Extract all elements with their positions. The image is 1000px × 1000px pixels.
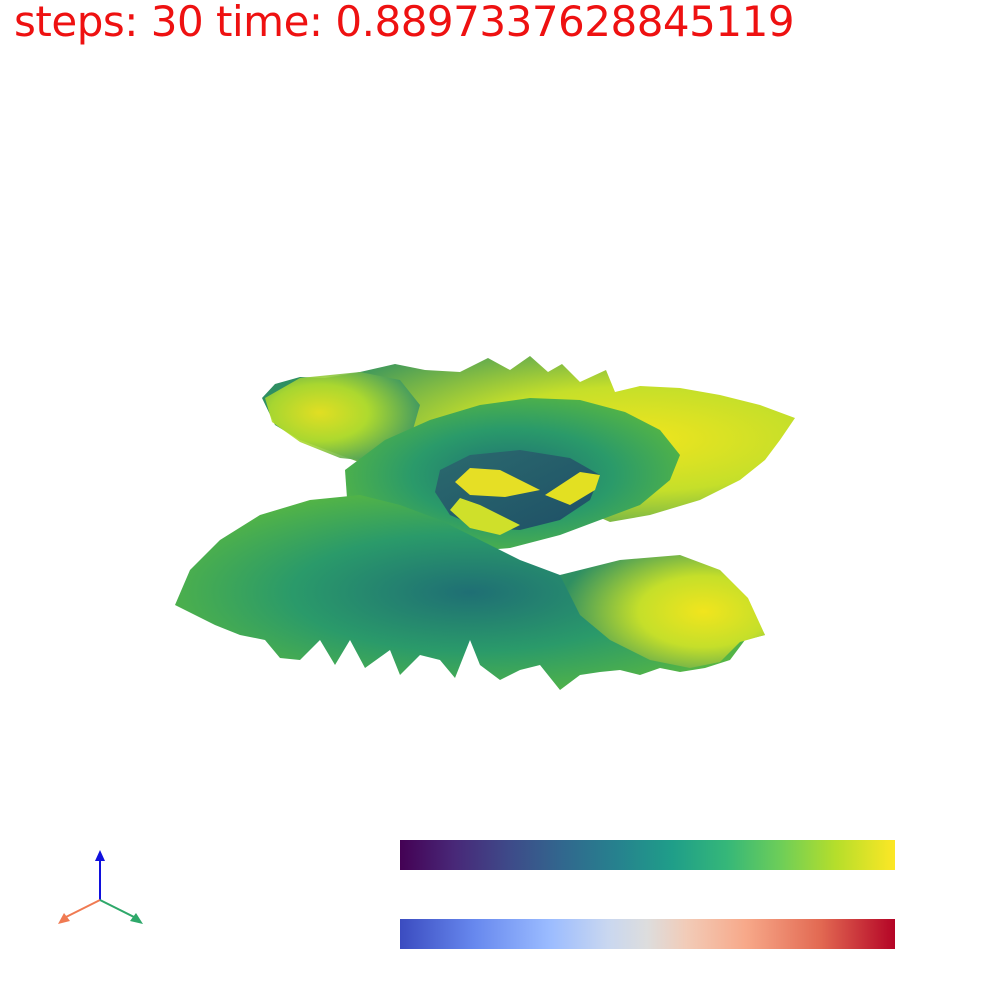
y-axis-line bbox=[99, 899, 137, 919]
z-axis-arrow-icon bbox=[95, 850, 105, 861]
surface-mesh[interactable] bbox=[175, 356, 795, 690]
mesh-highlight-left bbox=[265, 372, 420, 462]
status-text: steps: 30 time: 0.8897337628845119 bbox=[14, 0, 795, 46]
y-axis-arrow-icon bbox=[130, 913, 143, 924]
mesh-highlight-right bbox=[560, 555, 765, 668]
mesh-core-blade-3 bbox=[545, 472, 600, 505]
mesh-core-blade-1 bbox=[455, 468, 540, 497]
mesh-core-blade-2 bbox=[450, 498, 520, 535]
colorbar-coolwarm bbox=[400, 919, 895, 949]
orientation-axes-widget[interactable] bbox=[50, 845, 150, 935]
x-axis-line bbox=[63, 899, 101, 919]
colorbar-viridis bbox=[400, 840, 895, 870]
x-axis-arrow-icon bbox=[58, 913, 70, 924]
